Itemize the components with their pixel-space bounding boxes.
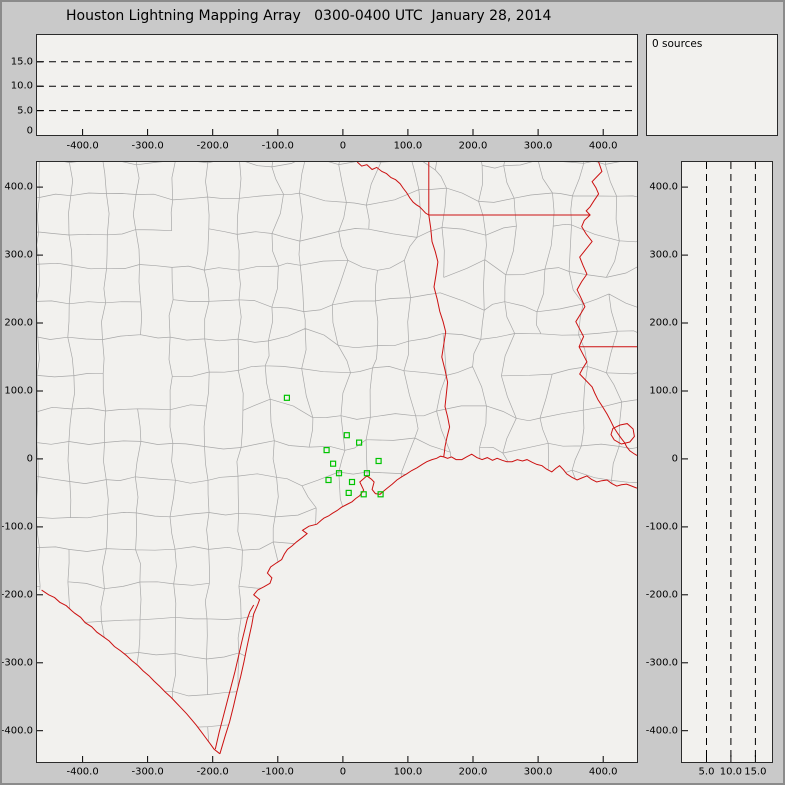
tick-label: -300.0 bbox=[131, 766, 164, 778]
tick-label: 400.0 bbox=[649, 181, 678, 193]
tick-label: 100.0 bbox=[393, 766, 423, 778]
lma-station-marker bbox=[345, 489, 352, 496]
tick-label: 300.0 bbox=[523, 766, 553, 778]
coastline-path bbox=[219, 453, 637, 754]
lma-station-marker bbox=[283, 394, 290, 401]
plan-view-map-panel[interactable] bbox=[36, 161, 638, 763]
tick-label: -100.0 bbox=[0, 521, 33, 533]
tick-label: 5.0 bbox=[17, 105, 33, 117]
tx-la-sabine-path bbox=[428, 214, 451, 457]
tick-label: 200.0 bbox=[458, 766, 488, 778]
tick-label: -300.0 bbox=[645, 657, 678, 669]
tick-label: 400.0 bbox=[588, 140, 618, 152]
county-lines-layer bbox=[37, 162, 637, 754]
red-river-path bbox=[356, 162, 430, 216]
tick-label: 10.0 bbox=[10, 80, 33, 92]
tick-label: 100.0 bbox=[393, 140, 423, 152]
tick-label: -200.0 bbox=[196, 140, 229, 152]
lma-station-marker bbox=[377, 491, 384, 498]
tick-label: -100.0 bbox=[261, 766, 294, 778]
tick-label: -200.0 bbox=[645, 589, 678, 601]
rio-grande-path bbox=[41, 589, 221, 755]
tick-label: 0 bbox=[671, 453, 678, 465]
lma-station-marker bbox=[356, 439, 363, 446]
tick-label: -400.0 bbox=[66, 140, 99, 152]
tick-label: -200.0 bbox=[0, 589, 33, 601]
altitude-ns-panel[interactable] bbox=[681, 161, 773, 763]
lma-station-marker bbox=[360, 491, 367, 498]
tick-label: -200.0 bbox=[196, 766, 229, 778]
tick-label: 400.0 bbox=[4, 181, 33, 193]
sources-count-panel: 0 sources bbox=[646, 34, 778, 136]
tick-label: -400.0 bbox=[645, 725, 678, 737]
tick-label: 200.0 bbox=[4, 317, 33, 329]
tick-label: 0 bbox=[26, 125, 33, 137]
lma-station-marker bbox=[335, 470, 343, 477]
tick-label: -300.0 bbox=[0, 657, 33, 669]
laguna-madre-path bbox=[214, 604, 255, 750]
page-title: Houston Lightning Mapping Array 0300-040… bbox=[66, 8, 552, 24]
tick-label: -400.0 bbox=[0, 725, 33, 737]
tick-label: -100.0 bbox=[261, 140, 294, 152]
lma-station-marker bbox=[348, 478, 356, 486]
tick-label: 10.0 bbox=[719, 766, 743, 778]
lma-station-marker bbox=[343, 432, 350, 439]
altitude-ew-panel[interactable] bbox=[36, 34, 638, 136]
altitude-ns-plot bbox=[682, 162, 756, 762]
lma-station-marker bbox=[363, 470, 370, 477]
lma-station-marker bbox=[330, 460, 337, 467]
tick-label: 0 bbox=[339, 766, 347, 778]
tick-label: 0 bbox=[339, 140, 347, 152]
altitude-ew-plot bbox=[37, 61, 637, 135]
tick-label: -400.0 bbox=[66, 766, 99, 778]
tick-label: 100.0 bbox=[649, 385, 678, 397]
tick-label: 0 bbox=[26, 453, 33, 465]
tick-label: 5.0 bbox=[698, 766, 715, 778]
lma-station-marker bbox=[325, 476, 332, 484]
tick-label: 15.0 bbox=[744, 766, 767, 778]
tick-label: 100.0 bbox=[4, 385, 33, 397]
tick-label: -300.0 bbox=[131, 140, 164, 152]
mississippi-river-path bbox=[575, 162, 637, 456]
lma-station-marker bbox=[375, 457, 382, 465]
lake-pontchartrain-path bbox=[610, 423, 635, 445]
sources-count-label: 0 sources bbox=[652, 38, 703, 50]
tick-label: 200.0 bbox=[458, 140, 488, 152]
station-markers-layer bbox=[283, 394, 384, 498]
tick-label: 300.0 bbox=[649, 249, 678, 261]
tick-label: 200.0 bbox=[649, 317, 678, 329]
tick-label: 300.0 bbox=[4, 249, 33, 261]
lma-station-marker bbox=[323, 447, 330, 454]
plan-view-map bbox=[37, 162, 637, 762]
state-boundary-layer bbox=[41, 162, 637, 755]
tick-label: 15.0 bbox=[10, 56, 33, 68]
county-lines-path bbox=[37, 162, 637, 754]
tick-label: 400.0 bbox=[588, 766, 618, 778]
tick-label: -100.0 bbox=[645, 521, 678, 533]
tick-label: 300.0 bbox=[523, 140, 553, 152]
